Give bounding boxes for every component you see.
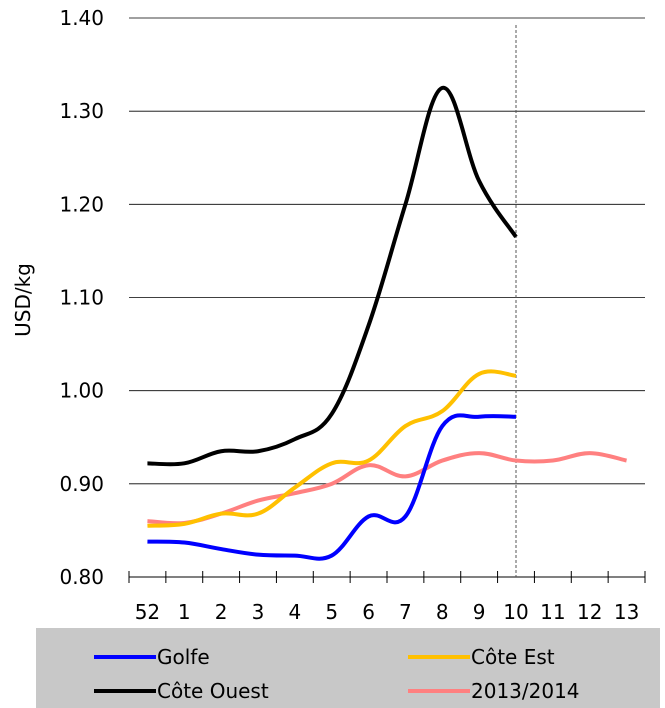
x-tick-label: 2 bbox=[215, 600, 228, 624]
y-tick-label: 1.00 bbox=[59, 379, 104, 403]
legend-background bbox=[36, 628, 660, 708]
legend-entry-label: Côte Ouest bbox=[157, 679, 269, 703]
x-tick-label: 3 bbox=[252, 600, 265, 624]
x-tick-label: 6 bbox=[362, 600, 375, 624]
x-tick-label: 7 bbox=[399, 600, 412, 624]
series-lines bbox=[147, 85, 628, 561]
x-tick-label: 10 bbox=[503, 600, 528, 624]
x-tick-label: 4 bbox=[288, 600, 301, 624]
y-tick-label: 1.10 bbox=[59, 286, 104, 310]
x-tick-label: 8 bbox=[436, 600, 449, 624]
x-tick-label: 1 bbox=[178, 600, 191, 624]
x-tick-label: 5 bbox=[325, 600, 338, 624]
y-tick-label: 0.90 bbox=[59, 472, 104, 496]
y-tick-label: 1.30 bbox=[59, 99, 104, 123]
legend-entry-label: Golfe bbox=[157, 645, 210, 669]
series-line-1 bbox=[147, 413, 517, 561]
grid-lines bbox=[129, 17, 645, 485]
x-tick-label: 12 bbox=[577, 600, 602, 624]
y-axis-title: USD/kg bbox=[11, 263, 35, 337]
y-axis-ticks: 0.80 0.90 1.00 1.10 1.20 1.30 1.40 bbox=[59, 6, 104, 589]
x-tick-label: 9 bbox=[473, 600, 486, 624]
x-tick-label: 13 bbox=[614, 600, 639, 624]
series-line-2 bbox=[147, 369, 517, 528]
x-axis: 52 1 2 3 4 5 6 7 8 9 10 11 12 13 bbox=[128, 571, 646, 624]
x-tick-label: 11 bbox=[540, 600, 565, 624]
x-tick-label: 52 bbox=[135, 600, 160, 624]
legend: Golfe Côte Est Côte Ouest 2013/2014 bbox=[36, 628, 660, 708]
legend-entry-label: Côte Est bbox=[471, 645, 555, 669]
legend-entry-label: 2013/2014 bbox=[471, 679, 580, 703]
y-tick-label: 1.20 bbox=[59, 192, 104, 216]
series-line-3 bbox=[147, 85, 518, 467]
y-tick-label: 0.80 bbox=[59, 565, 104, 589]
y-tick-label: 1.40 bbox=[59, 6, 104, 30]
